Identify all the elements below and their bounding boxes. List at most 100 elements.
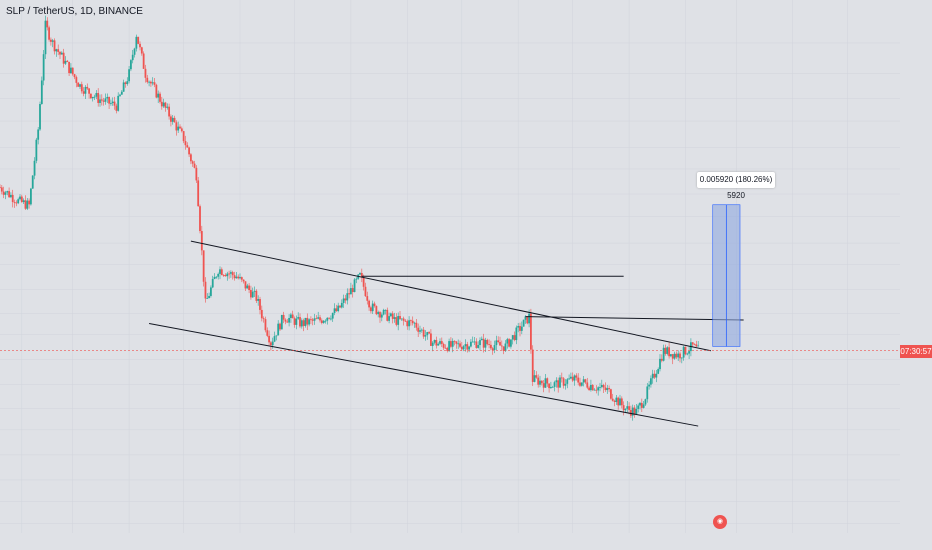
candle-body: [550, 387, 552, 389]
candle-body: [239, 277, 241, 279]
candle-body: [399, 316, 401, 320]
candle-body: [346, 293, 349, 301]
candle-body: [280, 314, 283, 330]
candle-body: [539, 380, 541, 385]
candle-body: [90, 93, 92, 99]
candle-body: [119, 94, 121, 96]
candle-body: [611, 398, 614, 401]
candle-body: [457, 343, 460, 345]
candle-body: [691, 342, 694, 345]
candle-body: [135, 36, 138, 49]
candle-body: [82, 91, 85, 94]
candle-body: [262, 318, 265, 320]
candle-body: [379, 312, 381, 318]
candle-body: [604, 387, 607, 391]
candle-body: [84, 86, 87, 94]
candle-body: [444, 347, 447, 349]
candle-body: [60, 52, 63, 55]
candle-body: [640, 402, 643, 408]
candle-body: [544, 378, 547, 388]
candle-body: [373, 303, 376, 307]
candle-body: [644, 399, 647, 405]
candle-body: [219, 269, 221, 274]
candle-body: [657, 369, 660, 374]
candle-body: [500, 345, 503, 347]
candle-body: [259, 299, 261, 310]
candle-body: [231, 272, 234, 276]
candle-body: [575, 375, 578, 378]
time-axis[interactable]: [0, 533, 900, 550]
candle-body: [75, 77, 78, 83]
candle-body: [568, 378, 570, 380]
candle-body: [533, 375, 536, 382]
price-axis[interactable]: [900, 0, 932, 533]
candle-body: [524, 316, 527, 320]
candle-body: [155, 84, 158, 98]
candle-body: [410, 320, 412, 322]
candle-body: [131, 54, 134, 61]
candle-body: [510, 339, 512, 347]
candle-body: [266, 330, 269, 336]
candle-body: [477, 345, 480, 348]
candle-body: [580, 382, 583, 386]
candle-body: [248, 285, 250, 291]
symbol-title: SLP / TetherUS, 1D, BINANCE: [6, 6, 143, 17]
candle-body: [511, 335, 514, 340]
candle-body: [277, 323, 280, 336]
candle-body: [242, 279, 245, 282]
earnings-event-icon[interactable]: ◉: [713, 515, 727, 529]
candle-body: [171, 117, 174, 122]
candle-body: [673, 353, 676, 359]
candle-body: [531, 349, 534, 382]
candle-body: [353, 279, 356, 293]
candle-body: [693, 344, 696, 346]
candle-body: [113, 101, 116, 106]
candle-body: [642, 404, 645, 408]
candle-body: [686, 353, 689, 355]
candle-body: [91, 96, 94, 99]
candle-body: [35, 139, 38, 161]
candle-body: [310, 319, 312, 321]
candle-body: [308, 319, 310, 325]
candle-body: [24, 200, 27, 209]
candle-body: [615, 397, 618, 402]
candle-body: [375, 306, 378, 315]
candle-body: [235, 276, 238, 279]
candle-body: [110, 103, 112, 104]
candle-body: [370, 307, 372, 312]
candle-body: [464, 344, 467, 347]
candle-body: [455, 341, 458, 344]
candle-body: [502, 346, 505, 351]
candle-body: [391, 313, 394, 319]
last-price-countdown-badge: 07:30:57: [900, 344, 932, 358]
candle-body: [286, 321, 289, 323]
candle-body: [160, 101, 163, 107]
candle-body: [570, 376, 572, 379]
candle-body: [360, 272, 363, 278]
candle-body: [368, 300, 370, 308]
candle-body: [64, 60, 67, 64]
candle-body: [564, 383, 567, 386]
candle-body: [364, 286, 367, 297]
candle-body: [62, 52, 65, 64]
candle-body: [146, 77, 149, 83]
candle-body: [13, 201, 16, 203]
candle-body: [473, 341, 476, 343]
candle-body: [506, 339, 509, 344]
candle-body: [228, 273, 230, 275]
candle-body: [313, 318, 316, 321]
candle-body: [250, 290, 252, 298]
trendline: [525, 316, 744, 321]
candle-body: [497, 340, 500, 343]
candle-body: [108, 96, 110, 104]
candle-body: [675, 353, 678, 358]
candle-body: [540, 380, 543, 384]
candle-body: [273, 336, 276, 342]
candle-body: [268, 335, 270, 343]
candle-body: [128, 69, 130, 82]
candle-body: [433, 339, 436, 343]
candle-body: [468, 346, 470, 350]
candle-body: [302, 320, 305, 326]
